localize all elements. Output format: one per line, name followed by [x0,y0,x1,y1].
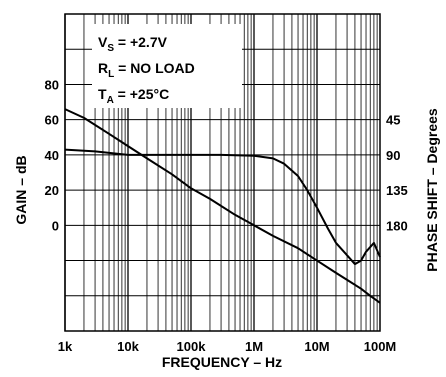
annotation-load: RL = NO LOAD [98,60,195,80]
y-axis-title-left: GAIN – dB [13,155,29,224]
x-tick-label: 100k [177,339,207,354]
conditions-box-background [92,24,242,108]
series-line-2 [64,148,381,266]
y-left-tick-label: 40 [45,148,59,163]
plot-frame [64,13,381,332]
tick-labels: 1k 10k 100k 1M 10M 100M 0 20 40 60 80 45 90 135 180 [45,77,408,354]
x-tick-label: 1M [245,339,263,354]
conditions-box: VS = +2.7V RL = NO LOAD TA = +25°C [92,24,242,108]
y-right-tick-label: 135 [386,183,408,198]
x-tick-label: 100M [364,339,397,354]
y-left-tick-label: 60 [45,113,59,128]
series-layer [64,108,381,304]
series-line-1 [64,108,381,304]
y-left-tick-label: 0 [52,218,59,233]
y-left-tick-label: 20 [45,183,59,198]
y-right-tick-label: 180 [386,218,408,233]
x-tick-label: 10k [117,339,139,354]
y-left-tick-label: 80 [45,77,59,92]
annotation-temperature: TA = +25°C [98,86,169,106]
x-axis-title: FREQUENCY – Hz [162,354,282,370]
x-tick-label: 1k [58,339,73,354]
x-tick-label: 10M [304,339,329,354]
y-right-tick-label: 45 [386,113,400,128]
y-axis-title-right: PHASE SHIFT – Degrees [424,108,440,272]
y-right-tick-label: 90 [386,148,400,163]
annotation-supply-voltage: VS = +2.7V [98,34,168,54]
